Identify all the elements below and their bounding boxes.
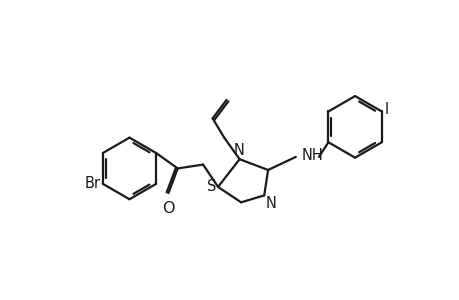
Text: O: O xyxy=(162,201,174,216)
Text: I: I xyxy=(384,102,388,117)
Text: N: N xyxy=(265,196,276,211)
Text: S: S xyxy=(207,179,216,194)
Text: N: N xyxy=(233,143,244,158)
Text: NH: NH xyxy=(301,148,323,163)
Text: Br: Br xyxy=(84,176,100,191)
